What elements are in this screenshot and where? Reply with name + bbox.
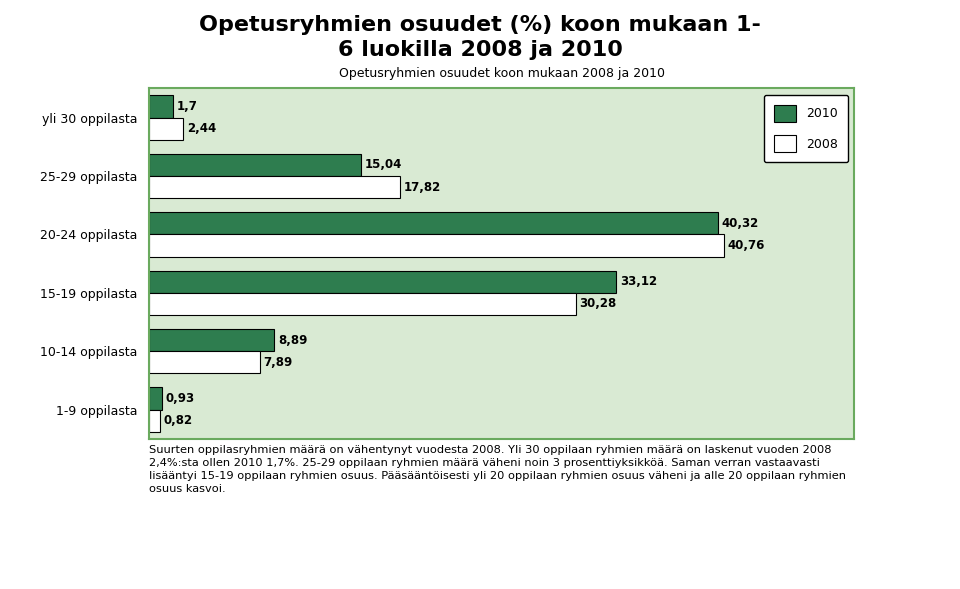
Bar bbox=[149, 270, 616, 293]
Text: 2,44: 2,44 bbox=[187, 122, 216, 135]
Bar bbox=[149, 351, 260, 373]
Legend: 2010, 2008: 2010, 2008 bbox=[764, 95, 848, 163]
Text: 8,89: 8,89 bbox=[277, 333, 307, 346]
Text: 40,76: 40,76 bbox=[728, 239, 765, 252]
Bar bbox=[149, 118, 183, 140]
Text: Suurten oppilasryhmien määrä on vähentynyt vuodesta 2008. Yli 30 oppilaan ryhmie: Suurten oppilasryhmien määrä on vähentyn… bbox=[149, 445, 846, 494]
Text: Opetus- ja kulttuuriministeriö: Opetus- ja kulttuuriministeriö bbox=[24, 538, 248, 551]
Bar bbox=[149, 409, 160, 432]
Bar bbox=[149, 234, 724, 257]
Text: 1,7: 1,7 bbox=[177, 100, 197, 113]
Text: 15,04: 15,04 bbox=[365, 158, 402, 171]
Bar bbox=[149, 95, 173, 118]
Text: 0,93: 0,93 bbox=[165, 392, 195, 405]
Text: Undervisnings- och kulturministeriet: Undervisnings- och kulturministeriet bbox=[24, 564, 300, 577]
Text: 7,89: 7,89 bbox=[264, 356, 293, 369]
Text: 17,82: 17,82 bbox=[404, 181, 441, 194]
Text: 40,32: 40,32 bbox=[721, 217, 758, 230]
Text: 30,28: 30,28 bbox=[580, 297, 617, 310]
Text: 0,82: 0,82 bbox=[164, 414, 193, 427]
Text: 33,12: 33,12 bbox=[620, 275, 657, 288]
Bar bbox=[149, 154, 361, 176]
Bar bbox=[149, 388, 162, 409]
Bar bbox=[149, 176, 400, 198]
Bar bbox=[149, 329, 275, 351]
Bar bbox=[149, 212, 718, 234]
Bar bbox=[149, 293, 576, 315]
Text: Opetusryhmien osuudet (%) koon mukaan 1-
6 luokilla 2008 ja 2010: Opetusryhmien osuudet (%) koon mukaan 1-… bbox=[199, 15, 761, 59]
Title: Opetusryhmien osuudet koon mukaan 2008 ja 2010: Opetusryhmien osuudet koon mukaan 2008 j… bbox=[339, 67, 664, 80]
